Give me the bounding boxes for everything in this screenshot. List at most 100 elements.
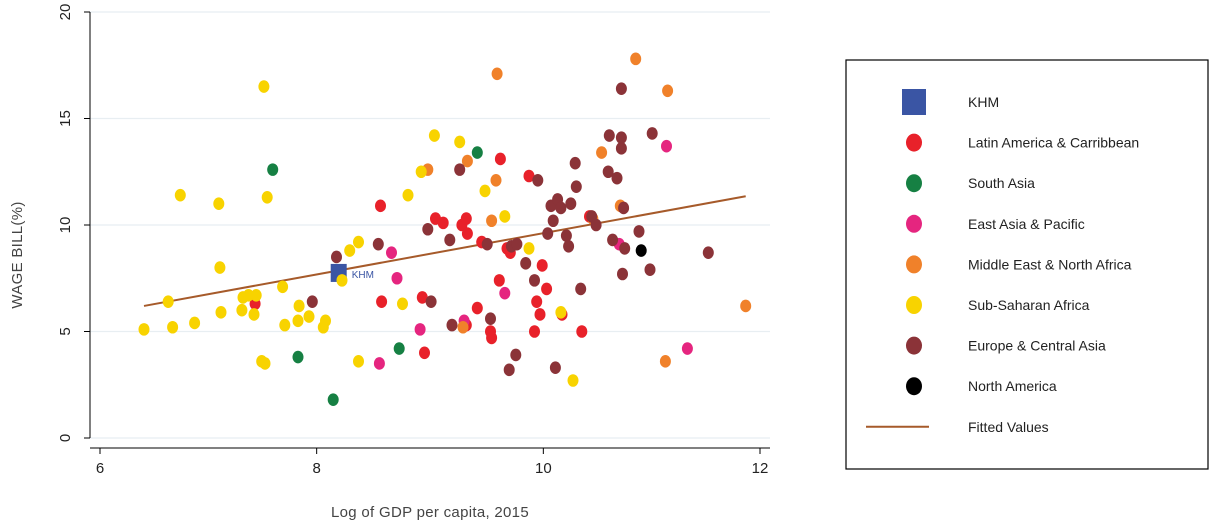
data-points <box>138 52 752 406</box>
data-point <box>596 146 608 159</box>
data-point <box>375 199 386 213</box>
legend-label: North America <box>968 378 1057 394</box>
y-tick-label: 20 <box>57 4 74 21</box>
data-point <box>391 271 403 285</box>
y-tick-label: 10 <box>57 217 74 234</box>
data-point <box>630 52 642 66</box>
data-point <box>510 348 522 362</box>
data-point <box>486 331 498 345</box>
data-point <box>563 240 575 253</box>
data-point <box>353 355 364 368</box>
x-axis-title: Log of GDP per capita, 2015 <box>331 504 529 521</box>
data-point <box>681 342 693 355</box>
data-point <box>529 274 540 287</box>
data-point <box>250 288 262 302</box>
data-point <box>259 357 271 370</box>
y-tick-label: 15 <box>57 110 74 127</box>
data-point <box>261 191 273 204</box>
legend-label: Middle East & North Africa <box>968 256 1132 272</box>
legend-marker <box>906 133 922 152</box>
legend-marker <box>906 296 922 314</box>
data-point <box>336 274 348 287</box>
legend-label: Europe & Central Asia <box>968 338 1106 354</box>
data-point <box>499 210 511 223</box>
data-point <box>661 139 672 153</box>
data-point <box>590 218 602 232</box>
data-point <box>602 165 614 179</box>
data-point <box>549 361 561 375</box>
data-point <box>575 282 587 296</box>
data-point <box>536 259 548 272</box>
data-point <box>479 184 491 198</box>
data-point <box>292 314 304 328</box>
data-point <box>425 295 437 308</box>
data-point <box>267 163 279 176</box>
legend-label: Latin America & Carribbean <box>968 135 1139 151</box>
data-point <box>174 188 186 202</box>
data-point <box>617 267 628 281</box>
data-point <box>416 291 428 304</box>
data-point <box>511 237 523 251</box>
data-point <box>494 152 506 166</box>
legend-label: South Asia <box>968 175 1035 191</box>
data-point <box>486 214 498 228</box>
data-point <box>306 295 318 308</box>
data-point <box>493 274 505 287</box>
data-point <box>740 299 752 313</box>
plot-area: 0 5 10 15 20 6 8 10 12 KHM <box>57 4 770 477</box>
data-point <box>555 306 567 319</box>
data-point <box>138 323 150 336</box>
data-point <box>320 314 331 328</box>
data-point <box>491 67 503 81</box>
data-point <box>454 163 466 176</box>
data-point <box>541 282 553 296</box>
data-point <box>162 295 174 308</box>
fitted-values-layer <box>143 195 746 307</box>
legend-label: KHM <box>968 94 999 110</box>
data-point <box>547 214 559 228</box>
data-point <box>565 197 577 210</box>
data-point <box>615 131 627 144</box>
data-point <box>471 301 483 315</box>
x-tick-label: 12 <box>752 460 769 477</box>
data-point <box>485 312 496 326</box>
data-point <box>402 188 414 202</box>
data-point <box>372 237 384 251</box>
data-point <box>646 127 658 140</box>
legend-marker <box>906 214 922 233</box>
data-point <box>603 129 615 142</box>
data-point <box>353 235 364 249</box>
data-point <box>437 216 449 230</box>
data-point <box>618 201 630 215</box>
data-point <box>414 323 426 336</box>
data-point <box>248 308 260 321</box>
data-point <box>373 357 385 370</box>
data-point <box>293 299 305 313</box>
legend-label: Fitted Values <box>968 419 1049 435</box>
data-point <box>428 129 440 142</box>
data-point <box>619 242 631 255</box>
data-point <box>555 201 567 215</box>
data-point <box>702 246 714 259</box>
data-point <box>393 342 405 355</box>
data-point <box>460 212 472 225</box>
data-point <box>567 374 579 387</box>
data-point <box>662 84 674 98</box>
y-tick-label: 5 <box>57 327 74 335</box>
data-point <box>415 165 427 179</box>
legend-marker <box>906 336 922 355</box>
data-point <box>454 135 466 149</box>
x-tick-label: 8 <box>312 460 320 477</box>
data-point <box>531 295 543 308</box>
data-point <box>490 173 502 187</box>
data-point <box>277 280 289 294</box>
data-point <box>189 316 201 330</box>
data-point <box>292 350 304 364</box>
fitted-values-line <box>143 195 746 307</box>
legend-marker <box>906 255 922 274</box>
data-point <box>386 246 397 259</box>
data-point <box>542 227 554 240</box>
data-point <box>461 227 473 240</box>
annotation-label: KHM <box>352 270 374 281</box>
